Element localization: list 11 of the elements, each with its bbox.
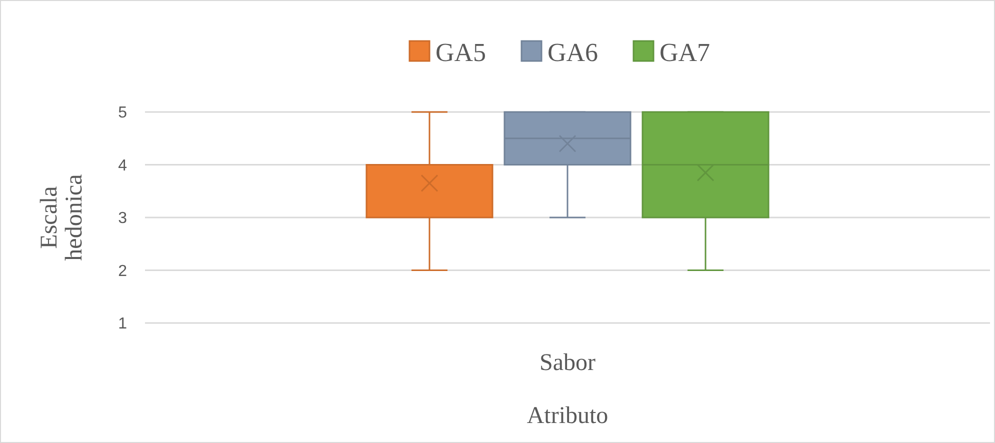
y-axis-title: Escala hedonica xyxy=(36,174,88,261)
legend-label: GA7 xyxy=(660,38,710,68)
y-tick-label: 4 xyxy=(118,157,128,174)
y-tick-label: 5 xyxy=(118,104,128,122)
y-tick-label: 3 xyxy=(118,210,128,228)
y-tick-label: 2 xyxy=(118,262,128,280)
x-tick-label: Sabor xyxy=(540,350,596,376)
x-axis-title: Atributo xyxy=(526,403,608,429)
y-tick-label: 1 xyxy=(118,316,128,333)
legend-label: GA6 xyxy=(548,38,598,68)
legend-label: GA5 xyxy=(436,38,486,68)
